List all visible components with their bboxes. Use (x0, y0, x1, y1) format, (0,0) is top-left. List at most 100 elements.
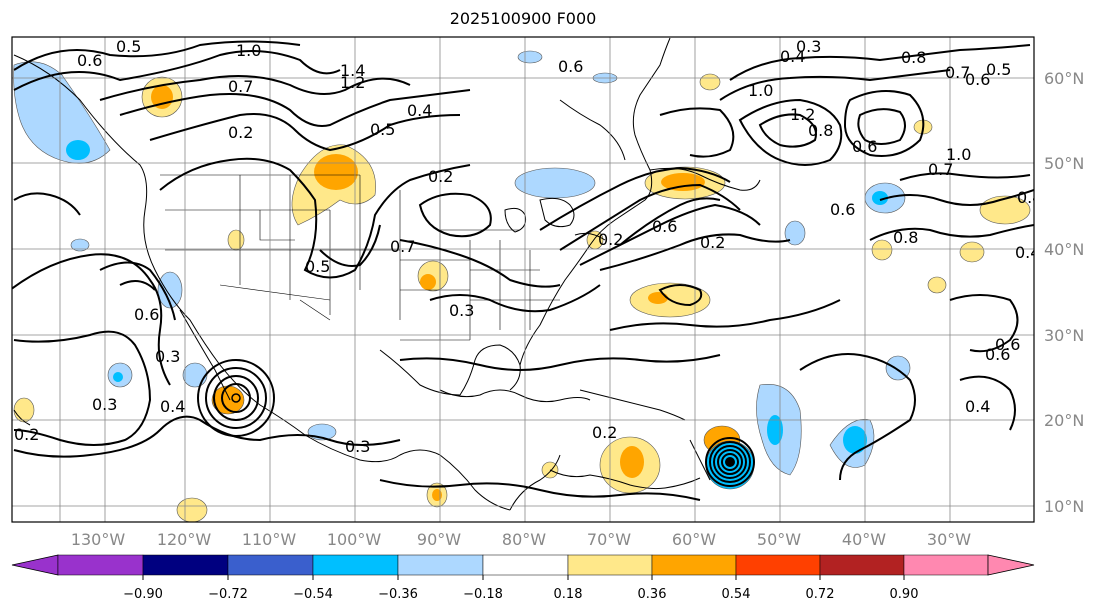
lon-label-120w: 120°W (157, 530, 212, 549)
colorbar-segment (735, 554, 821, 576)
pos-anomaly-caribbean-core (620, 446, 644, 478)
colorbar-segment (227, 554, 314, 576)
contour-label: 0.2 (14, 425, 39, 444)
neg-anomaly-pac-sw-core (113, 372, 123, 382)
contour-label: 0.6 (830, 200, 855, 219)
colorbar-segment (482, 554, 569, 576)
contour-label: 0.4 (407, 101, 432, 120)
pos-anomaly-newfoundland-core (661, 173, 705, 191)
pos-anomaly-plains-core (314, 154, 358, 190)
contour-label: 0.2 (592, 423, 617, 442)
colorbar-segment (57, 554, 144, 576)
contour-label: 0.7 (228, 77, 253, 96)
pos-anomaly-east-atl2 (959, 241, 985, 263)
contour-label: 0.2 (428, 167, 453, 186)
lon-label-50w: 50°W (757, 530, 801, 549)
pos-anomaly-azores (871, 239, 893, 261)
lat-label-40n: 40°N (1044, 240, 1084, 259)
colorbar-tick-label: 0.90 (890, 587, 919, 602)
contour-label: 0.4 (965, 397, 990, 416)
graticule (12, 37, 1034, 522)
lon-label-30w: 30°W (927, 530, 971, 549)
contour-label: 1.2 (790, 105, 815, 124)
contour-label: 0.6 (995, 335, 1020, 354)
contour-label: 1.4 (340, 61, 365, 80)
contour-label: 0.2 (228, 123, 253, 142)
map-panel: 0.5 1.0 0.7 1.4 1.2 0.4 0.5 0.2 0.6 0.3 … (12, 37, 1040, 522)
colorbar-tick-label: −0.54 (293, 587, 333, 602)
contour-label: 0.2 (598, 230, 623, 249)
pos-anomaly-small-3 (927, 276, 947, 294)
lon-label-70w: 70°W (587, 530, 631, 549)
contour-label: 0.6 (985, 345, 1010, 364)
colorbar-segment (567, 554, 653, 576)
contour-label: 0.3 (92, 395, 117, 414)
contour-label: 0.6 (852, 137, 877, 156)
contour-label: 0.6 (134, 305, 159, 324)
neg-anomaly-glakes (514, 167, 596, 199)
colorbar-segment (397, 554, 484, 576)
colorbar-tick-label: −0.90 (123, 587, 163, 602)
coastlines (13, 37, 761, 511)
map-title: 2025100900 F000 (449, 9, 597, 28)
lon-label-100w: 100°W (327, 530, 382, 549)
contour-label: 0.8 (893, 228, 918, 247)
colorbar-arrow-right (987, 554, 1035, 576)
contour-label: 0.6 (558, 57, 583, 76)
hurricane-eye (725, 457, 735, 467)
colorbar-segment (312, 554, 399, 576)
contour-label: 0.6 (965, 70, 990, 89)
contour-label: 0.3 (345, 437, 370, 456)
colorbar-tick-label: −0.18 (463, 587, 503, 602)
colorbar-segment (651, 554, 737, 576)
colorbar-arrow-left (11, 554, 59, 576)
colorbar-segment (142, 554, 229, 576)
contour-label: 0.5 (116, 37, 141, 56)
colorbar: −0.90 −0.72 −0.54 −0.36 −0.18 0.18 0.36 … (11, 554, 1035, 602)
state-borders (160, 174, 560, 341)
contour-label: 1.0 (946, 145, 971, 164)
lat-label-60n: 60°N (1044, 69, 1084, 88)
contour-label-group: 0.5 1.0 0.7 1.4 1.2 0.4 0.5 0.2 0.6 0.3 … (14, 37, 1040, 456)
lat-label-50n: 50°N (1044, 154, 1084, 173)
lon-label-60w: 60°W (672, 530, 716, 549)
contour-label: 0.7 (928, 160, 953, 179)
contour-label: 0.5 (305, 257, 330, 276)
contour-label: 0.7 (945, 63, 970, 82)
neg-anomaly-mexico-pac (182, 362, 208, 388)
latitude-labels: 60°N 50°N 40°N 30°N 20°N 10°N (1044, 69, 1084, 516)
lon-label-90w: 90°W (417, 530, 461, 549)
contour-label: 0.3 (449, 301, 474, 320)
neg-anomaly-small-5 (517, 50, 543, 64)
neg-anomaly-small-1 (784, 220, 806, 246)
neg-anomaly-baja (157, 271, 183, 309)
colorbar-tick-label: −0.72 (208, 587, 248, 602)
lat-label-30n: 30°N (1044, 326, 1084, 345)
lon-label-40w: 40°W (842, 530, 886, 549)
contour-label: 0.3 (155, 347, 180, 366)
contour-label: 1.2 (340, 73, 365, 92)
pos-anomaly-arkansas-core (420, 274, 436, 290)
pos-anomaly-atlantic-mid-core (648, 292, 668, 304)
contour-label: 0.6 (77, 51, 102, 70)
pos-anomaly-small-1 (699, 73, 721, 91)
neg-anomaly-small-2 (70, 238, 90, 252)
contour-label: 0.5 (370, 120, 395, 139)
lat-label-10n: 10°N (1044, 497, 1084, 516)
colorbar-segment (903, 554, 989, 576)
contour-label: 0.8 (808, 121, 833, 140)
map-frame (11, 36, 1035, 523)
colorbar-tick-label: 0.18 (554, 587, 583, 602)
colorbar-ticks (142, 575, 905, 580)
neg-anomaly-mid-atl-core (872, 191, 888, 205)
contour-label: 1.0 (748, 81, 773, 100)
contour-label: 0.4 (1015, 243, 1040, 262)
lon-label-110w: 110°W (242, 530, 297, 549)
contour-label: 0.5 (986, 60, 1011, 79)
neg-anomaly-trop-atl2-core (843, 426, 867, 454)
contour-label: 0.8 (901, 48, 926, 67)
pos-anomaly-central-am-core (432, 489, 442, 501)
contour-label: 0.3 (796, 37, 821, 56)
colorbar-tick-label: 0.54 (722, 587, 751, 602)
